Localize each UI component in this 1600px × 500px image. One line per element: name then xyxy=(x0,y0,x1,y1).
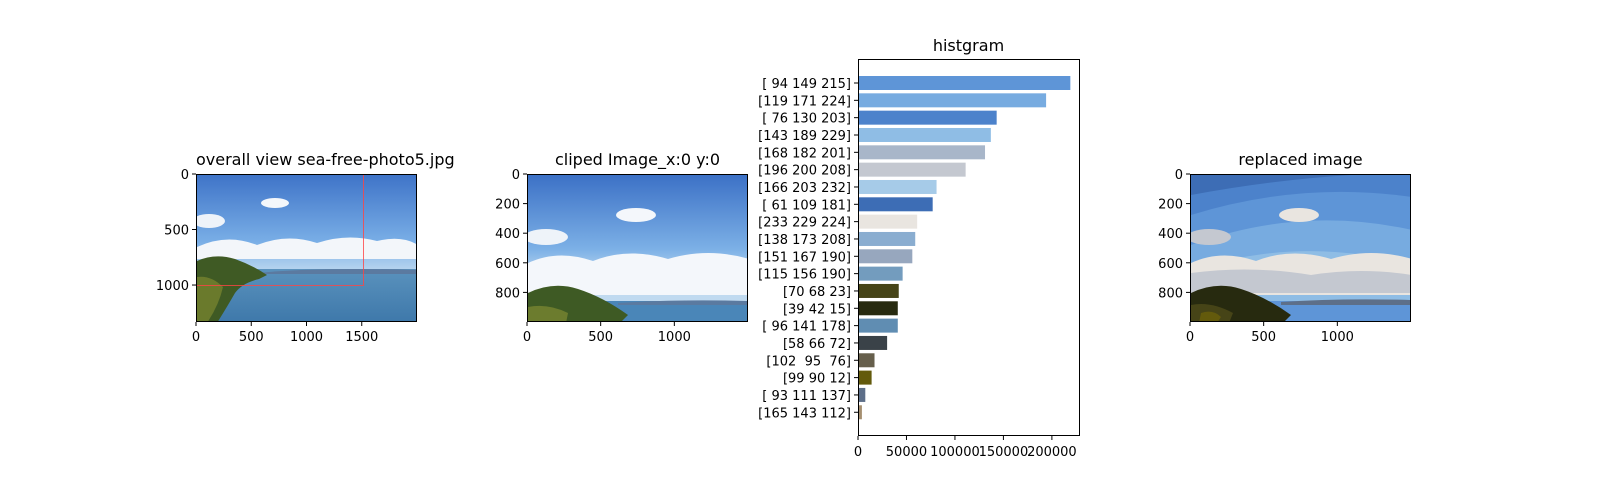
cliped-image-y-tick-label: 800 xyxy=(495,286,520,301)
histogram-category-label: [196 200 208] xyxy=(758,164,851,179)
histogram-category-label: [70 68 23] xyxy=(783,285,851,300)
overall-view-x-tick-label: 1500 xyxy=(345,330,378,345)
replaced-image-x-tick-label: 1000 xyxy=(1321,330,1354,345)
cliped-image-axes: 0 500 1000 0 200 400 600 800 xyxy=(495,168,691,345)
histogram-category-label: [58 66 72] xyxy=(783,337,851,352)
histogram-x-tick-label: 200000 xyxy=(1027,445,1077,460)
histogram-category-label: [165 143 112] xyxy=(758,406,851,421)
histogram-category-label: [166 203 232] xyxy=(758,181,851,196)
histogram-bar xyxy=(859,214,918,229)
histogram-bar xyxy=(859,249,913,264)
histogram-bar xyxy=(859,335,888,350)
histogram-bar xyxy=(859,93,1047,108)
histogram-category-label: [ 93 111 137] xyxy=(762,389,851,404)
histogram-bar xyxy=(859,370,872,385)
replaced-image-y-tick-label: 200 xyxy=(1158,198,1183,213)
histogram-x-tick-label: 0 xyxy=(854,445,862,460)
cliped-image xyxy=(527,174,748,322)
cliped-image-x-tick-label: 0 xyxy=(523,330,531,345)
histogram-category-label: [168 182 201] xyxy=(758,146,851,161)
overall-view-axes: 0 500 1000 1500 0 500 1000 xyxy=(156,168,378,345)
histogram-category-label: [39 42 15] xyxy=(783,302,851,317)
histogram-bar xyxy=(859,145,986,160)
histogram-bar xyxy=(859,353,875,368)
histogram-category-label: [ 76 130 203] xyxy=(762,112,851,127)
histogram-bar xyxy=(859,387,866,402)
histogram-bar xyxy=(859,162,966,177)
histogram-category-label: [119 171 224] xyxy=(758,94,851,109)
histogram-category-label: [99 90 12] xyxy=(783,372,851,387)
overall-view-y-tick-label: 500 xyxy=(164,224,189,239)
histogram-bar xyxy=(859,301,898,316)
histogram-category-label: [ 61 109 181] xyxy=(762,198,851,213)
histogram-bar xyxy=(859,197,933,212)
overall-view-image xyxy=(196,174,417,322)
histogram-bar xyxy=(859,318,898,333)
histogram-bar xyxy=(859,405,862,420)
histogram-x-tick-label: 100000 xyxy=(930,445,980,460)
replaced-image-y-tick-label: 0 xyxy=(1175,168,1183,183)
overall-view-x-tick-label: 500 xyxy=(239,330,264,345)
histogram-bar xyxy=(859,231,916,246)
replaced-image-title: replaced image xyxy=(1238,150,1363,169)
histogram-x-tick-label: 50000 xyxy=(886,445,927,460)
overall-view-y-tick-label: 1000 xyxy=(156,279,189,294)
histogram-category-label: [ 94 149 215] xyxy=(762,77,851,92)
replaced-image-y-tick-label: 400 xyxy=(1158,227,1183,242)
histogram-category-label: [143 189 229] xyxy=(758,129,851,144)
cliped-image-y-tick-label: 600 xyxy=(495,257,520,272)
histogram-bar xyxy=(859,127,991,142)
overall-view-title: overall view sea-free-photo5.jpg xyxy=(196,150,455,169)
histogram-category-label: [151 167 190] xyxy=(758,250,851,265)
cliped-image-title: cliped Image_x:0 y:0 xyxy=(554,150,721,169)
histogram-bar xyxy=(859,179,937,194)
histogram-bar xyxy=(859,110,997,125)
cliped-image-y-tick-label: 200 xyxy=(495,198,520,213)
replaced-image xyxy=(1190,174,1411,322)
histogram-category-label: [ 96 141 178] xyxy=(762,320,851,335)
histogram-bar xyxy=(859,266,903,281)
histogram-x-tick-label: 150000 xyxy=(979,445,1029,460)
cliped-image-y-tick-label: 400 xyxy=(495,227,520,242)
replaced-image-axes: 0 500 1000 0 200 400 600 800 xyxy=(1158,168,1354,345)
histogram-bar xyxy=(859,76,1071,90)
histogram-category-label: [138 173 208] xyxy=(758,233,851,248)
replaced-image-y-tick-label: 800 xyxy=(1158,286,1183,301)
histogram-plot-area xyxy=(858,59,1080,436)
cliped-image-x-tick-label: 500 xyxy=(588,330,613,345)
cliped-image-x-tick-label: 1000 xyxy=(658,330,691,345)
overall-view-x-tick-label: 1000 xyxy=(290,330,323,345)
histogram-bar xyxy=(859,283,899,298)
overall-view-x-tick-label: 0 xyxy=(192,330,200,345)
replaced-image-x-tick-label: 0 xyxy=(1186,330,1194,345)
histogram-title: histgram xyxy=(932,36,1005,55)
cliped-image-y-tick-label: 0 xyxy=(512,168,520,183)
replaced-image-x-tick-label: 500 xyxy=(1251,330,1276,345)
histogram-category-label: [233 229 224] xyxy=(758,216,851,231)
histogram-category-label: [102 95 76] xyxy=(766,354,851,369)
histogram-category-label: [115 156 190] xyxy=(758,268,851,283)
overall-view-y-tick-label: 0 xyxy=(181,168,189,183)
replaced-image-y-tick-label: 600 xyxy=(1158,257,1183,272)
